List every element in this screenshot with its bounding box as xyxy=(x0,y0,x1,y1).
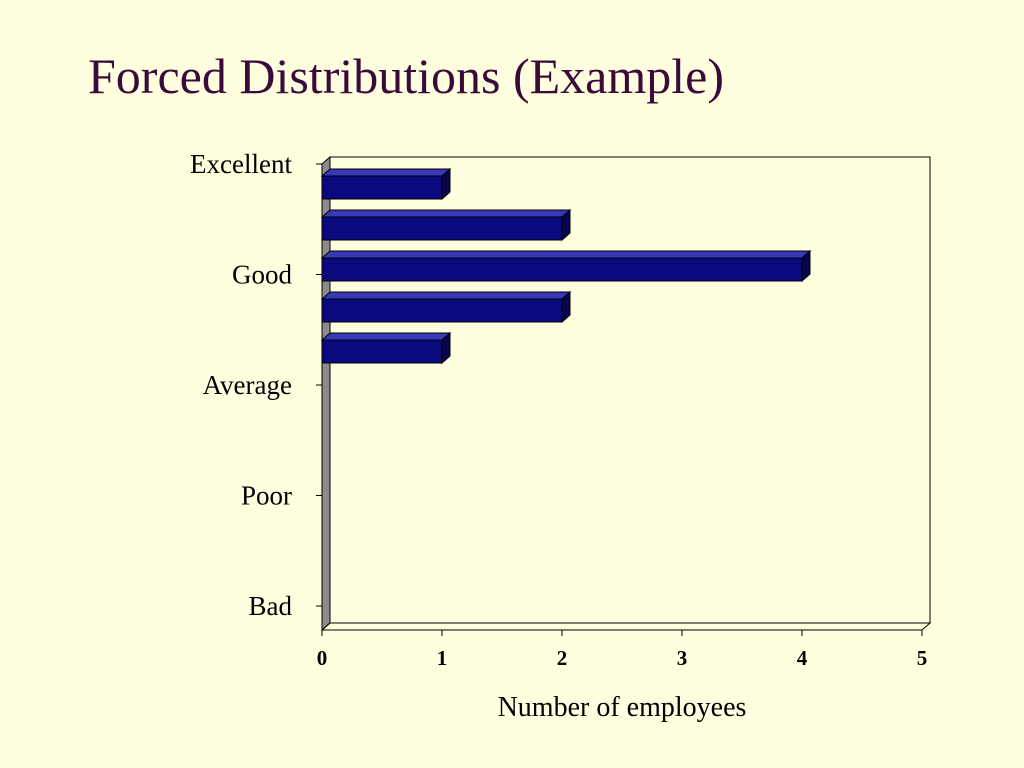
x-tick-label: 2 xyxy=(557,646,568,670)
bar-front-face xyxy=(321,298,563,323)
y-category-label: Excellent xyxy=(190,149,292,179)
bar-front-face xyxy=(321,216,563,241)
slide-title: Forced Distributions (Example) xyxy=(88,48,724,104)
bar xyxy=(320,249,812,283)
bar-front-face xyxy=(321,257,803,282)
bar-front-face xyxy=(321,339,443,364)
plot-floor xyxy=(320,622,932,631)
bar xyxy=(320,331,452,365)
bar-top-face xyxy=(320,168,452,177)
x-tick-label: 4 xyxy=(797,646,808,670)
y-category-label: Poor xyxy=(241,481,292,511)
bar-top-face xyxy=(320,332,452,341)
bar-top-face xyxy=(320,250,812,259)
x-axis-title: Number of employees xyxy=(498,692,747,723)
bar xyxy=(320,167,452,201)
bar xyxy=(320,208,572,242)
x-tick-label: 3 xyxy=(677,646,688,670)
y-category-label: Bad xyxy=(249,591,293,621)
x-tick-label: 5 xyxy=(917,646,928,670)
x-tick-label: 0 xyxy=(317,646,328,670)
x-tick-label: 1 xyxy=(437,646,448,670)
y-category-label: Average xyxy=(203,370,292,400)
bar-top-face xyxy=(320,209,572,218)
bar-top-face xyxy=(320,291,572,300)
bar xyxy=(320,290,572,324)
bar-front-face xyxy=(321,175,443,200)
y-category-label: Good xyxy=(232,260,292,290)
